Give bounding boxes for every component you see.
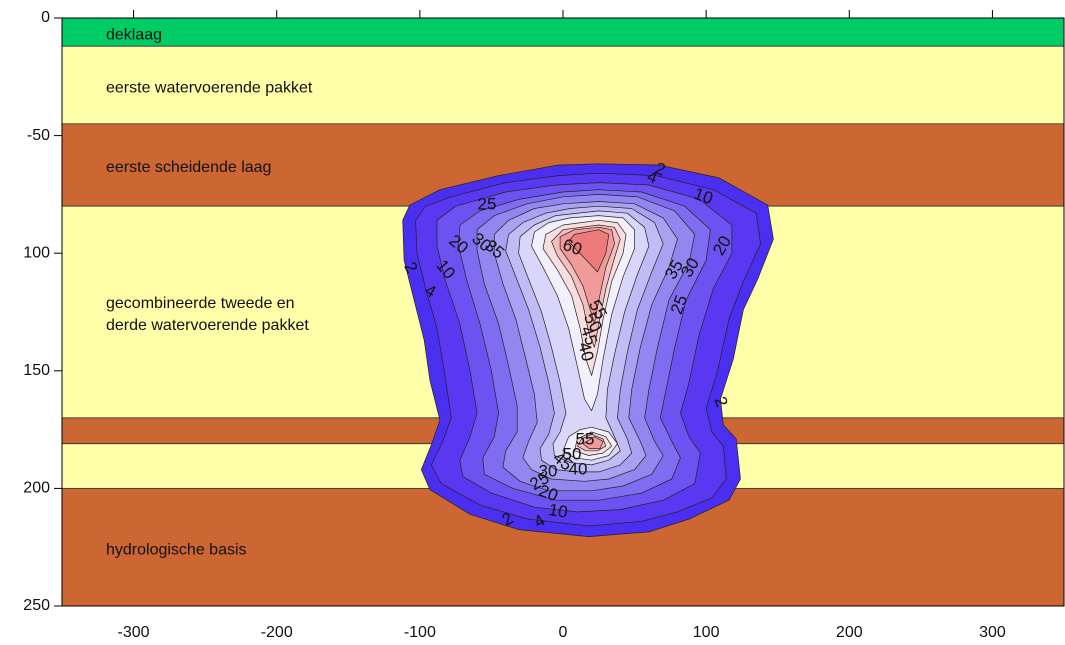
y-tick-label: -50 bbox=[27, 127, 50, 144]
contour-label: 40 bbox=[574, 340, 597, 363]
layer-label: hydrologische basis bbox=[106, 541, 247, 558]
contour-label: 10 bbox=[547, 500, 569, 522]
y-tick-label: 200 bbox=[23, 480, 50, 497]
x-tick-label: -300 bbox=[118, 624, 150, 641]
x-tick-label: -200 bbox=[261, 624, 293, 641]
contour-label: 55 bbox=[576, 429, 595, 448]
layer bbox=[61, 17, 1065, 47]
x-tick-label: -100 bbox=[404, 624, 436, 641]
y-tick-label: 250 bbox=[23, 597, 50, 614]
layer-label: derde watervoerende pakket bbox=[106, 317, 309, 334]
y-tick-label: 150 bbox=[23, 362, 50, 379]
layer-label: eerste watervoerende pakket bbox=[106, 79, 313, 96]
contour-band bbox=[568, 229, 610, 273]
x-tick-label: 100 bbox=[693, 624, 720, 641]
contour-label: 40 bbox=[569, 459, 588, 478]
layer-label: gecombineerde tweede en bbox=[106, 295, 295, 312]
layer-label: eerste scheidende laag bbox=[106, 159, 271, 176]
y-tick-label: 0 bbox=[41, 9, 50, 26]
contour-label: 30 bbox=[539, 461, 558, 480]
y-tick-label: 100 bbox=[23, 244, 50, 261]
contour-label: 25 bbox=[478, 194, 497, 213]
layer-label: deklaag bbox=[106, 26, 162, 43]
x-tick-label: 0 bbox=[559, 624, 568, 641]
x-tick-label: 200 bbox=[836, 624, 863, 641]
contour-label: 50 bbox=[563, 444, 582, 463]
layer bbox=[61, 45, 1065, 125]
x-tick-label: 300 bbox=[979, 624, 1006, 641]
contour-band bbox=[582, 436, 604, 449]
